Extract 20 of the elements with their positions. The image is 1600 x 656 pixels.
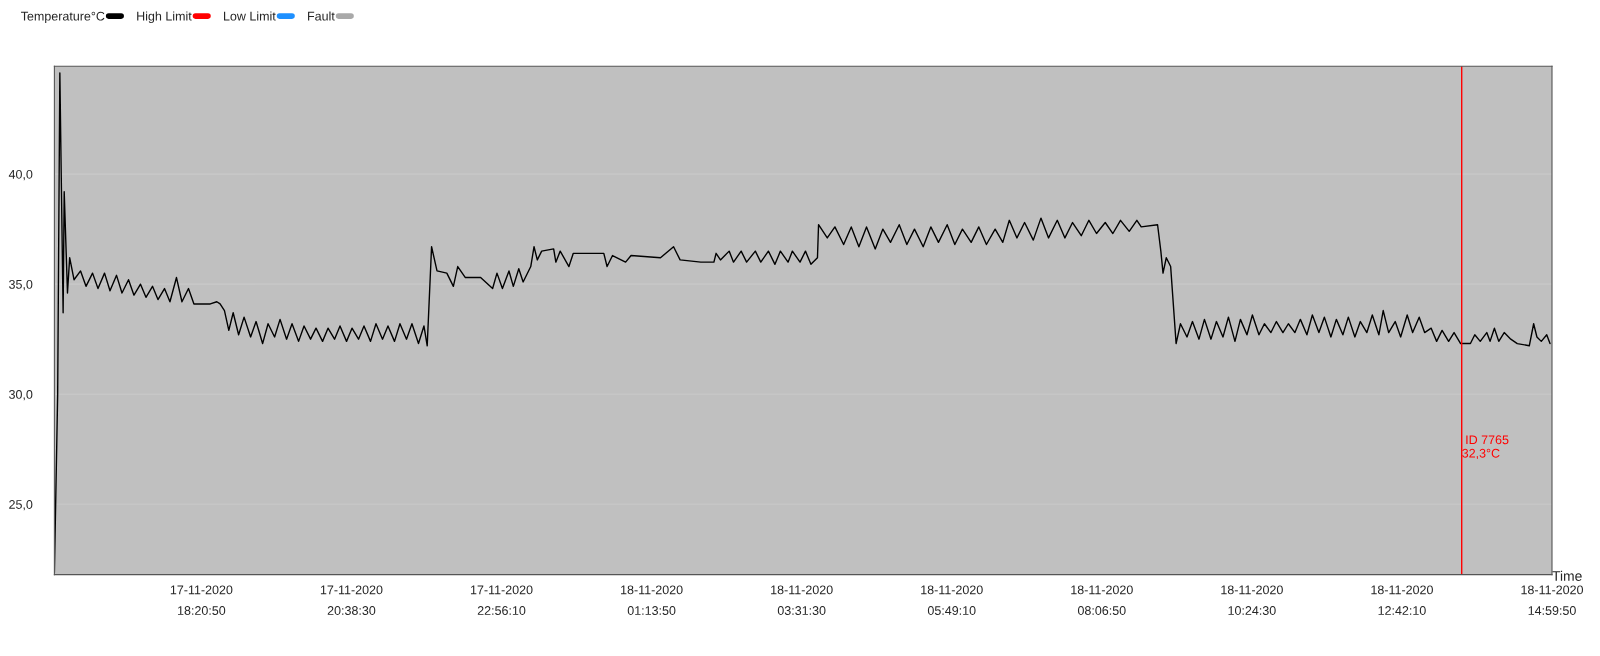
x-tick-label: 18-11-2020 14:59:50 [1521, 585, 1584, 615]
x-tick-label: 18-11-2020 03:31:30 [771, 585, 833, 615]
ref-line-label: ID 7765 32,3°C [1462, 435, 1509, 460]
x-axis-title: Time [1552, 570, 1582, 581]
x-tick-label: 18-11-2020 01:13:50 [621, 585, 683, 615]
x-tick-label: 17-11-2020 22:56:10 [470, 585, 533, 615]
x-tick-label: 18-11-2020 10:24:30 [1221, 585, 1283, 615]
legend-label: Fault [308, 11, 335, 21]
legend-label: Low Limit [224, 11, 276, 21]
x-tick-label: 18-11-2020 12:42:10 [1371, 585, 1433, 615]
x-tick-label: 18-11-2020 08:06:50 [1071, 585, 1133, 615]
y-tick-label: 25,0 [9, 500, 33, 511]
y-tick-label: 40,0 [8, 169, 33, 181]
y-tick-label: 35,0 [9, 279, 33, 291]
x-tick-label: 18-11-2020 05:49:10 [921, 585, 983, 615]
x-tick-label: 17-11-2020 18:20:50 [170, 585, 233, 615]
x-tick-label: 17-11-2020 20:38:30 [320, 585, 383, 615]
legend-label: Temperature°C [21, 11, 105, 24]
y-tick-label: 30,0 [9, 389, 33, 401]
legend-label: High Limit [137, 11, 192, 24]
